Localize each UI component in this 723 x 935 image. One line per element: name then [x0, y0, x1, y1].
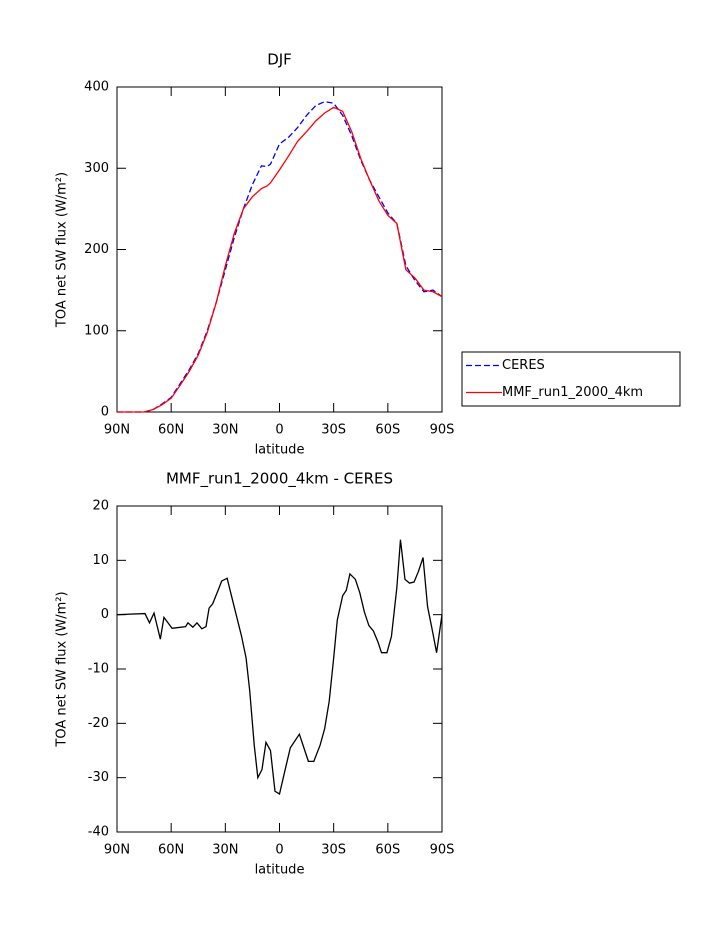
x-tick-label: 60N: [158, 423, 184, 438]
y-tick-label: 10: [92, 553, 109, 568]
x-tick-label: 90S: [430, 423, 455, 438]
x-axis-label: latitude: [255, 863, 305, 878]
y-axis-label: TOA net SW flux (W/m²): [55, 172, 70, 328]
y-tick-label: 300: [84, 161, 109, 176]
y-tick-label: 0: [101, 405, 109, 420]
y-axis-label: TOA net SW flux (W/m²): [55, 591, 70, 747]
y-tick-label: 200: [84, 242, 109, 257]
x-tick-label: 30N: [212, 423, 238, 438]
legend-label: MMF_run1_2000_4km: [502, 385, 643, 400]
data-line: [117, 106, 443, 413]
y-tick-label: 400: [84, 80, 109, 95]
data-line: [116, 539, 443, 795]
x-tick-label: 90S: [430, 843, 455, 858]
x-tick-label: 60S: [375, 843, 400, 858]
legend-label: CERES: [502, 358, 545, 373]
x-tick-label: 60S: [375, 423, 400, 438]
x-tick-label: 90N: [104, 423, 130, 438]
chart-title: MMF_run1_2000_4km - CERES: [166, 470, 393, 489]
legend-box: [461, 351, 681, 407]
plot-frame: [116, 505, 443, 833]
x-axis-label: latitude: [255, 443, 305, 458]
y-tick-label: -20: [88, 716, 109, 731]
x-tick-label: 0: [275, 423, 283, 438]
y-tick-label: 100: [84, 323, 109, 338]
plot-frame: [116, 86, 443, 413]
chart-title: DJF: [267, 51, 292, 69]
x-tick-label: 0: [275, 843, 283, 858]
y-tick-label: -30: [88, 770, 109, 785]
data-line: [117, 100, 443, 413]
x-tick-label: 30S: [321, 843, 346, 858]
y-tick-label: 20: [92, 499, 109, 514]
x-tick-label: 30N: [212, 843, 238, 858]
y-tick-label: -40: [88, 825, 109, 840]
y-tick-label: 0: [101, 607, 109, 622]
x-tick-label: 90N: [104, 843, 130, 858]
y-tick-label: -10: [88, 662, 109, 677]
x-tick-label: 30S: [321, 423, 346, 438]
x-tick-label: 60N: [158, 843, 184, 858]
